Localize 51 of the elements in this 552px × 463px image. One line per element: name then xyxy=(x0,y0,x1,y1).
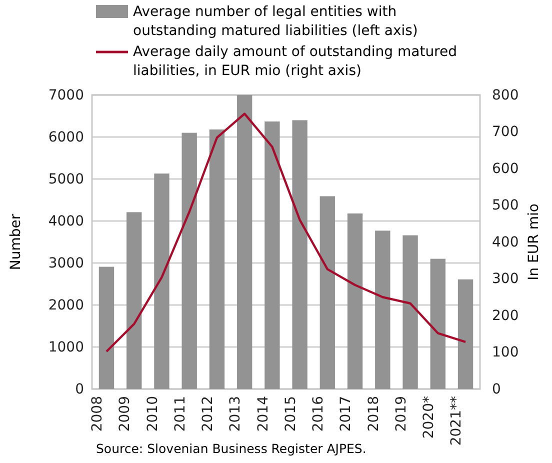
x-tick-label: 2020* xyxy=(420,396,437,439)
bar xyxy=(154,174,170,389)
x-tick-label: 2019 xyxy=(393,396,410,432)
y2-tick-label: 500 xyxy=(492,198,519,214)
y2-tick-label: 800 xyxy=(492,87,519,104)
bar xyxy=(320,196,336,389)
bar xyxy=(209,129,225,389)
bar xyxy=(126,212,142,389)
y-tick-label: 6000 xyxy=(48,129,84,146)
y-axis-title: Number xyxy=(8,214,24,270)
bar xyxy=(375,230,390,389)
x-tick-label: 2012 xyxy=(200,396,216,432)
y-tick-label: 5000 xyxy=(48,171,84,188)
y2-tick-label: 0 xyxy=(492,381,501,398)
x-tick-label: 2021** xyxy=(448,396,465,446)
x-tick-label: 2009 xyxy=(117,396,134,432)
bar xyxy=(402,235,418,389)
x-tick-label: 2010 xyxy=(144,396,161,432)
bar xyxy=(182,132,197,389)
y-tick-label: 4000 xyxy=(48,213,84,230)
y-tick-label: 1000 xyxy=(48,339,84,356)
y-tick-label: 7000 xyxy=(48,87,84,104)
y-tick-label: 0 xyxy=(75,381,84,398)
x-tick-label: 2011 xyxy=(172,396,188,432)
x-tick-label: 2017 xyxy=(338,396,354,432)
bar xyxy=(292,120,308,389)
x-tick-label: 2015 xyxy=(282,396,299,432)
x-tick-label: 2008 xyxy=(90,396,106,432)
legend-label: Average number of legal entities with outstanding matured liabilities (left axis) xyxy=(133,4,418,39)
bar xyxy=(236,95,252,389)
y2-tick-label: 600 xyxy=(492,160,519,177)
bar xyxy=(98,266,114,389)
y2-tick-label: 300 xyxy=(492,271,519,288)
bar xyxy=(264,121,280,389)
x-tick-label: 2016 xyxy=(310,396,327,432)
line-series xyxy=(105,112,467,353)
bar xyxy=(458,279,474,389)
y2-tick-label: 700 xyxy=(492,124,519,140)
legend-label: Average daily amount of outstanding matured liabilities, in EUR mio (right axis) xyxy=(133,44,458,79)
x-tick-label: 2014 xyxy=(255,396,272,432)
y2-tick-label: 100 xyxy=(492,344,519,361)
y-tick-label: 3000 xyxy=(48,255,84,272)
source-note: Source: Slovenian Business Register AJPES. xyxy=(96,441,366,456)
x-tick-label: 2018 xyxy=(366,396,382,432)
x-tick-label: 2013 xyxy=(228,396,244,432)
bar xyxy=(430,258,446,389)
bar xyxy=(347,213,363,389)
y2-tick-label: 200 xyxy=(492,308,519,324)
y2-tick-label: 400 xyxy=(492,234,519,250)
y2-axis-title: In EUR mio xyxy=(526,204,542,280)
y-tick-label: 2000 xyxy=(48,297,84,314)
